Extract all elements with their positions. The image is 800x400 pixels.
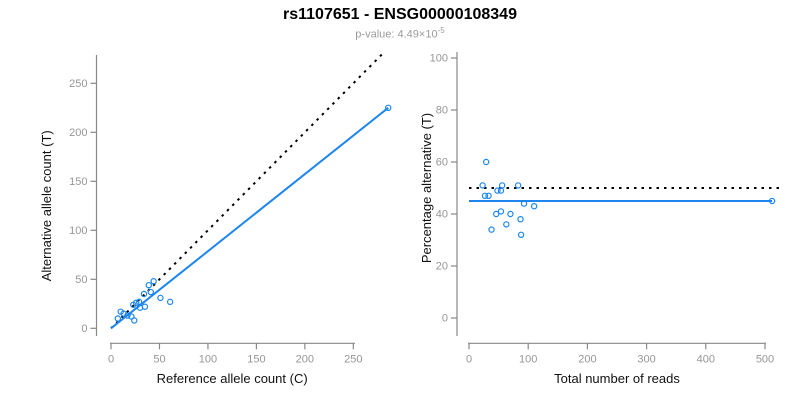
x-axis-title: Total number of reads [554,371,680,386]
data-point [166,298,174,306]
p-value-exponent: -5 [437,26,445,35]
data-point [385,104,392,112]
x-tick-label: 400 [697,353,715,365]
percentage-plot: 0 20 40 60 80 100 0 100 200 300 400 500 Total number… [419,52,780,386]
data-point [520,200,528,207]
data-point [488,226,495,233]
y-axis-title: Percentage alternative (T) [419,113,434,263]
data-point [135,298,143,306]
x-tick-label: 100 [519,353,537,365]
data-point [768,197,776,205]
y-tick-label: 200 [69,127,87,139]
x-tick-label: 300 [637,353,655,365]
data-point [497,208,505,215]
page-title: rs1107651 - ENSG00000108349 [283,6,517,23]
data-point [503,221,510,228]
y-tick-label: 60 [436,157,448,169]
fitted-line [110,107,389,330]
allele-counts-plot: 0 50 100 150 200 250 0 50 100 150 200 250 Reference … [39,52,392,386]
data-point [124,312,131,319]
x-tick-label: 50 [153,353,165,365]
data-point [479,182,486,189]
data-point [517,215,524,223]
y-tick-label: 100 [430,53,448,65]
data-point [157,294,164,302]
y-tick-label: 0 [81,323,87,335]
x-tick-label: 200 [296,353,314,365]
data-point [150,278,157,285]
data-point [147,288,154,296]
data-point [140,290,148,298]
expected-identity-line [110,52,385,330]
data-point [114,315,121,322]
y-tick-label: 250 [69,78,87,90]
data-point [514,182,522,189]
data-point [141,303,149,310]
x-tick-label: 0 [466,353,472,365]
y-axis-title: Alternative allele count (T) [39,130,54,281]
x-tick-label: 100 [199,353,217,365]
data-point [482,158,490,166]
x-tick-label: 0 [108,353,114,365]
data-point [133,299,140,307]
data-point [507,210,514,218]
x-tick-label: 150 [247,353,265,365]
p-value-text: p-value: 4.49×10 [355,28,438,41]
data-point [485,192,492,199]
y-tick-label: 80 [436,105,448,117]
x-axis-title: Reference allele count (C) [157,371,308,386]
data-point [498,182,506,189]
y-tick-label: 40 [436,209,448,221]
data-point [481,192,489,199]
x-tick-label: 200 [578,353,596,365]
x-tick-label: 250 [344,353,362,365]
data-point [493,210,500,218]
y-tick-label: 100 [69,225,87,237]
y-tick-label: 50 [75,274,87,286]
data-point [530,202,538,210]
data-point [517,231,525,238]
x-tick-label: 500 [756,353,774,365]
y-tick-label: 150 [69,176,87,188]
y-tick-label: 0 [442,313,448,325]
data-point [494,187,501,194]
y-tick-label: 20 [436,261,448,273]
p-value-subtitle: p-value: 4.49×10-5 [0,26,800,41]
data-point [131,317,138,324]
data-point [145,281,153,289]
